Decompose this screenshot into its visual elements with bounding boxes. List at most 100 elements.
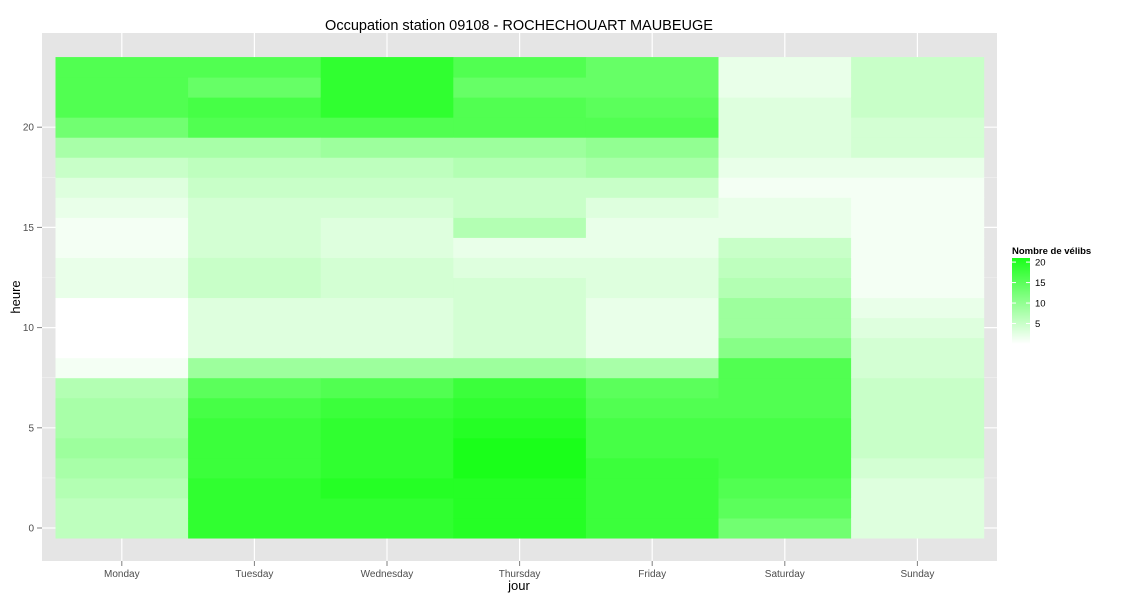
heatmap-cell (320, 337, 454, 359)
heatmap-cell (188, 77, 322, 98)
heatmap-cell (188, 337, 322, 359)
heatmap-cell (188, 457, 322, 479)
heatmap-cell (718, 197, 852, 218)
heatmap-cell (453, 457, 587, 479)
heatmap-cell (55, 437, 189, 459)
heatmap-cell (453, 77, 587, 98)
heatmap-cell (188, 177, 322, 198)
heatmap-cell (188, 217, 322, 238)
heatmap-cell (188, 497, 322, 519)
heatmap-cell (55, 177, 189, 198)
heatmap-cell (718, 77, 852, 98)
heatmap-cell (188, 237, 322, 258)
heatmap-cell (320, 417, 454, 439)
heatmap-cell (55, 157, 189, 178)
heatmap-cell (55, 77, 189, 98)
heatmap-cell (188, 317, 322, 339)
heatmap-cell (188, 377, 322, 399)
heatmap-cell (320, 197, 454, 218)
heatmap-cell (320, 317, 454, 339)
heatmap-cell (188, 197, 322, 218)
heatmap-cell (585, 197, 719, 218)
heatmap-cell (320, 97, 454, 118)
heatmap-cell (718, 437, 852, 459)
heatmap-cell (585, 437, 719, 459)
heatmap-cell (718, 177, 852, 198)
heatmap-cell (188, 277, 322, 299)
heatmap-cell (718, 417, 852, 439)
heatmap-cell (718, 117, 852, 138)
heatmap-cell (453, 177, 587, 198)
heatmap-cell (453, 297, 587, 319)
heatmap-cell (55, 397, 189, 419)
heatmap-cell (55, 457, 189, 479)
heatmap-cell (851, 297, 985, 319)
heatmap-cell (320, 497, 454, 519)
y-axis: 0 5 10 15 20 (23, 123, 42, 535)
heatmap-cell (585, 117, 719, 138)
heatmap-cell (851, 497, 985, 519)
heatmap-cell (718, 397, 852, 419)
heatmap-cell (718, 517, 852, 539)
heatmap-cell (188, 417, 322, 439)
x-tick-label: Friday (638, 569, 666, 580)
heatmap-cell (55, 57, 189, 78)
heatmap-cell (55, 337, 189, 359)
heatmap-cell (585, 497, 719, 519)
heatmap-cell (188, 397, 322, 419)
heatmap-cell (188, 257, 322, 278)
heatmap-cell (453, 357, 587, 379)
heatmap-cell (320, 237, 454, 258)
heatmap-cell (585, 77, 719, 98)
heatmap-cell (585, 177, 719, 198)
heatmap-cell (320, 137, 454, 158)
heatmap-cell (851, 317, 985, 339)
heatmap-cell (453, 437, 587, 459)
heatmap-cell (851, 457, 985, 479)
heatmap-cell (453, 57, 587, 78)
legend-tick-label: 10 (1035, 299, 1046, 310)
heatmap-cell (718, 137, 852, 158)
legend-title: Nombre de vélibs (1012, 246, 1091, 257)
heatmap-cell (718, 257, 852, 278)
heatmap-cell (320, 217, 454, 238)
heatmap-cell (718, 457, 852, 479)
heatmap-cell (851, 517, 985, 539)
heatmap-cell (188, 477, 322, 499)
heatmap-cell (585, 397, 719, 419)
heatmap-cell (320, 157, 454, 178)
heatmap-cell (453, 257, 587, 278)
x-tick-label: Monday (104, 569, 140, 580)
heatmap-cell (320, 397, 454, 419)
heatmap-cell (320, 457, 454, 479)
heatmap-cell (453, 377, 587, 399)
heatmap-cell (851, 117, 985, 138)
x-tick-label: Tuesday (235, 569, 273, 580)
x-tick-label: Sunday (900, 569, 934, 580)
legend-tick-label: 5 (1035, 319, 1040, 330)
heatmap-cell (320, 377, 454, 399)
heatmap-cell (718, 217, 852, 238)
heatmap-cell (585, 337, 719, 359)
heatmap-cell (320, 77, 454, 98)
heatmap-cell (851, 257, 985, 278)
heatmap-cell (55, 117, 189, 138)
heatmap-cell (55, 317, 189, 339)
heatmap-cell (851, 197, 985, 218)
y-tick-label: 10 (23, 323, 35, 334)
heatmap-cell (55, 417, 189, 439)
heatmap-cell (55, 197, 189, 218)
heatmap-cell (320, 117, 454, 138)
heatmap-cell (453, 497, 587, 519)
chart-title: Occupation station 09108 - ROCHECHOUART … (325, 18, 713, 34)
heatmap-cell (188, 137, 322, 158)
heatmap-cell (718, 97, 852, 118)
heatmap-cell (585, 257, 719, 278)
x-tick-label: Saturday (765, 569, 805, 580)
heatmap-cell (851, 217, 985, 238)
heatmap-cell (585, 57, 719, 78)
heatmap-cell (55, 517, 189, 539)
heatmap-cell (585, 217, 719, 238)
heatmap-cell (453, 517, 587, 539)
heatmap-cell (453, 117, 587, 138)
